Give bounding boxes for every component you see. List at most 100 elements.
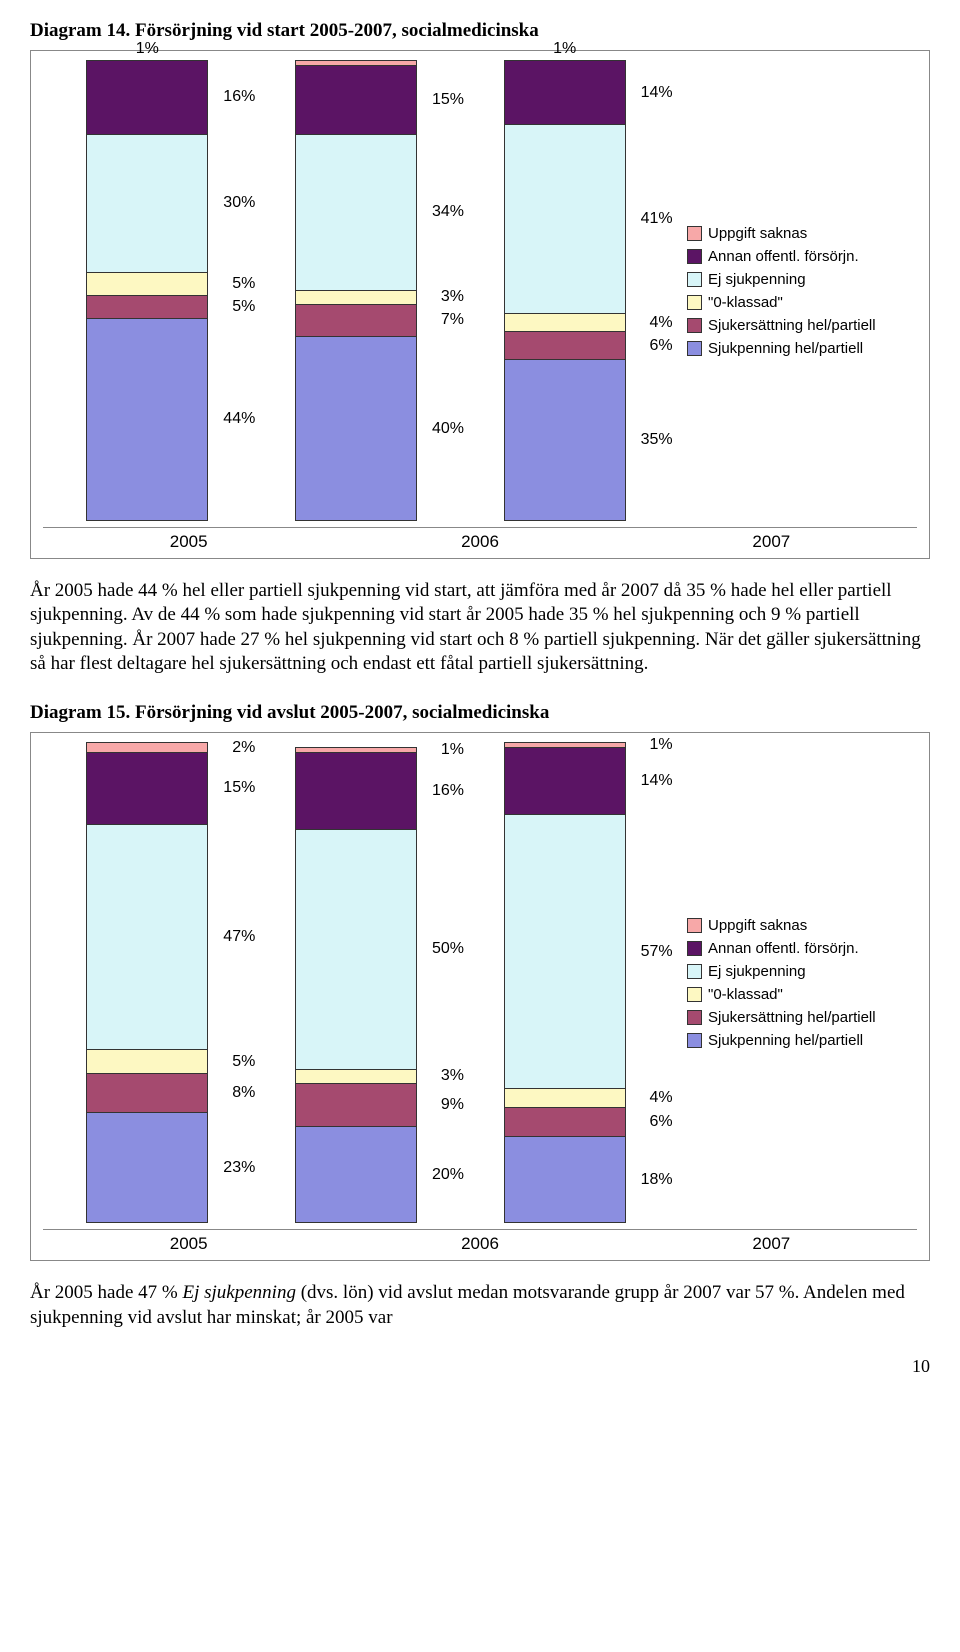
d15-bar-2-label-sjukpen: 18% [641,1171,673,1189]
d15-legend-swatch-0 [687,918,702,933]
d15-bar-1-label-sjukers: 9% [441,1096,464,1114]
d14-bar-0-label-annan: 16% [223,88,255,106]
d14-bar-2: 14%41%4%6%35% [504,60,626,521]
d15-bar-1-seg-ej: 50% [296,830,416,1070]
d14-bar-1-seg-ej: 34% [296,135,416,291]
d15-bar-2-label-ej: 57% [641,943,673,961]
d14-bar-2-label-sjukers: 6% [650,337,673,355]
d14-xaxis-1: 2006 [334,532,625,552]
d14-bar-1-seg-noll: 3% [296,291,416,305]
d14-bar-1-seg-sjukers: 7% [296,305,416,337]
d15-bar-1-label-annan: 16% [432,782,464,800]
d14-bar-0-seg-sjukpen: 44% [87,319,207,521]
d14-bar-0-toplabel: 1% [136,40,159,58]
d14-legend-label-2: Ej sjukpenning [708,271,806,288]
d15-bar-0-label-ej: 47% [223,928,255,946]
d14-legend-swatch-4 [687,318,702,333]
d14-xaxis-0: 2005 [43,532,334,552]
d15-xaxis-0: 2005 [43,1234,334,1254]
d14-bar-2-toplabel: 1% [553,40,576,58]
d14-bar-0-label-noll: 5% [232,275,255,293]
d15-bar-1-seg-sjukpen: 20% [296,1127,416,1223]
d15-legend-swatch-1 [687,941,702,956]
d14-bar-2-seg-ej: 41% [505,125,625,314]
d14-bar-1-label-annan: 15% [432,91,464,109]
d14-legend-label-4: Sjukersättning hel/partiell [708,317,876,334]
diagram15-legend: Uppgift saknas Annan offentl. försörjn. Ej… [669,743,917,1223]
d14-bar-2-seg-sjukers: 6% [505,332,625,360]
d14-legend-item-5: Sjukpenning hel/partiell [687,340,917,357]
d15-legend-swatch-5 [687,1033,702,1048]
d14-bar-1-seg-annan: 15% [296,66,416,135]
d15-legend-item-3: "0-klassad" [687,986,917,1003]
d15-bar-2-label-uppgift: 1% [650,736,673,754]
d15-bar-0-seg-sjukpen: 23% [87,1113,207,1223]
d14-bar-2-label-annan: 14% [641,84,673,102]
d14-legend-item-3: "0-klassad" [687,294,917,311]
paragraph-2: År 2005 hade 47 % Ej sjukpenning (dvs. l… [30,1281,930,1330]
d14-legend-item-0: Uppgift saknas [687,225,917,242]
d15-legend-label-0: Uppgift saknas [708,917,807,934]
diagram15-title: Diagram 15. Försörjning vid avslut 2005-… [30,702,930,724]
d14-bar-2-seg-noll: 4% [505,314,625,332]
d15-bar-0-label-sjukers: 8% [232,1084,255,1102]
d15-bar-0-seg-noll: 5% [87,1050,207,1074]
d14-bar-2-label-sjukpen: 35% [641,431,673,449]
d15-legend-swatch-3 [687,987,702,1002]
d14-bar-0-seg-noll: 5% [87,273,207,296]
d15-bar-1-seg-annan: 16% [296,753,416,830]
d15-bar-0-seg-ej: 47% [87,825,207,1051]
d15-bar-2-label-annan: 14% [641,772,673,790]
d15-bar-0-label-sjukpen: 23% [223,1159,255,1177]
d15-bar-0-label-noll: 5% [232,1053,255,1071]
d15-bar-1-label-ej: 50% [432,940,464,958]
d14-bar-0-label-sjukpen: 44% [223,410,255,428]
d15-bar-2-seg-sjukers: 6% [505,1108,625,1137]
d15-legend-label-2: Ej sjukpenning [708,963,806,980]
d14-legend-item-2: Ej sjukpenning [687,271,917,288]
d15-bar-2-label-noll: 4% [650,1089,673,1107]
d15-bar-2-seg-noll: 4% [505,1089,625,1108]
d15-bar-1-label-sjukpen: 20% [432,1166,464,1184]
d14-bar-1-label-noll: 3% [441,288,464,306]
d14-legend-label-0: Uppgift saknas [708,225,807,242]
d15-bar-1: 1%16%50%3%9%20% [295,747,417,1223]
d14-legend-label-3: "0-klassad" [708,294,783,311]
d15-xaxis-1: 2006 [334,1234,625,1254]
diagram15-chart: 2%15%47%5%8%23% 1%16%50%3%9%20% 1% 14% 57% 4%… [30,732,930,1261]
diagram15-xaxis: 200520062007 [43,1229,917,1254]
d14-bar-0-label-ej: 30% [223,194,255,212]
d14-bar-0-label-sjukers: 5% [232,298,255,316]
d15-legend-item-5: Sjukpenning hel/partiell [687,1032,917,1049]
diagram14-chart: 1%16%30%5%5%44%15%34%3%7%40%1%14%41%4%6%… [30,50,930,559]
d15-legend-item-4: Sjukersättning hel/partiell [687,1009,917,1026]
d15-legend-item-2: Ej sjukpenning [687,963,917,980]
paragraph-1: År 2005 hade 44 % hel eller partiell sju… [30,579,930,676]
d15-bar-0-seg-annan: 15% [87,753,207,825]
d14-legend-label-5: Sjukpenning hel/partiell [708,340,863,357]
diagram14-title: Diagram 14. Försörjning vid start 2005-2… [30,20,930,42]
d15-bar-0-seg-sjukers: 8% [87,1074,207,1112]
d15-legend-swatch-4 [687,1010,702,1025]
d15-xaxis-2: 2007 [626,1234,917,1254]
d14-legend-label-1: Annan offentl. försörjn. [708,248,859,265]
d14-bar-1-label-sjukpen: 40% [432,420,464,438]
d14-bar-1-label-sjukers: 7% [441,311,464,329]
d14-legend-swatch-0 [687,226,702,241]
d15-legend-item-1: Annan offentl. försörjn. [687,940,917,957]
d14-bar-1: 15%34%3%7%40% [295,60,417,521]
d15-bar-2-seg-annan: 14% [505,748,625,815]
d15-bar-1-label-uppgift: 1% [441,741,464,759]
d14-bar-0: 16%30%5%5%44% [86,60,208,521]
d15-bar-2-label-sjukers: 6% [650,1113,673,1131]
p2-prefix: År 2005 hade 47 % [30,1282,183,1303]
d15-bar-0: 2%15%47%5%8%23% [86,742,208,1223]
d14-bar-1-seg-sjukpen: 40% [296,337,416,521]
d14-legend-swatch-3 [687,295,702,310]
d14-bar-2-label-noll: 4% [650,314,673,332]
d14-legend-swatch-5 [687,341,702,356]
d15-legend-label-5: Sjukpenning hel/partiell [708,1032,863,1049]
d15-bar-1-seg-sjukers: 9% [296,1084,416,1127]
d14-xaxis-2: 2007 [626,532,917,552]
d14-bar-0-seg-annan: 16% [87,61,207,135]
